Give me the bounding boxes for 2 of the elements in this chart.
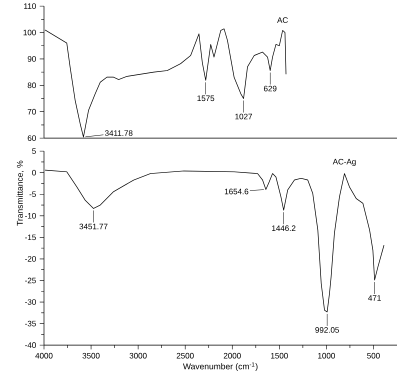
y-axis-title: Transmittance, % xyxy=(16,160,24,226)
x-axis-title: Wavenumber (cm$^{-1}$) xyxy=(182,362,258,371)
